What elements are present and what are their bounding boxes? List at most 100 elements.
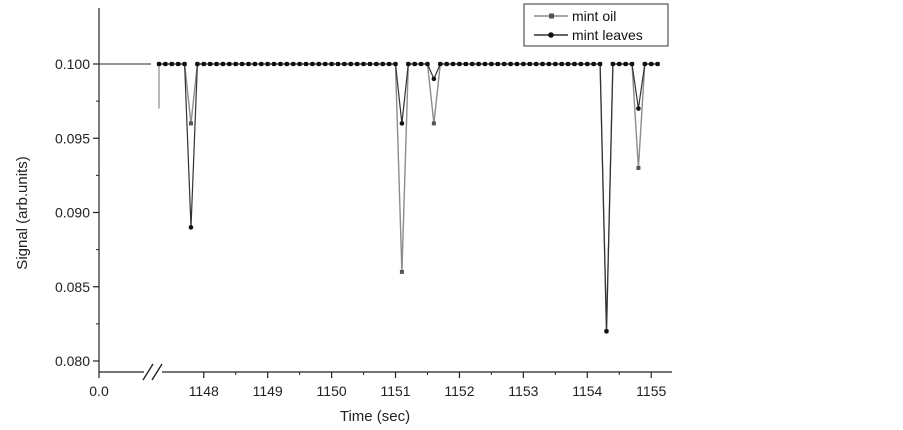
data-point-mint-leaves [610,61,616,67]
data-point-mint-leaves [495,61,501,67]
data-point-mint-leaves [214,61,219,67]
x-tick-label: 1148 [189,383,219,399]
data-point-mint-leaves [642,61,648,67]
data-point-mint-leaves [591,61,596,67]
data-point-mint-leaves [559,61,565,67]
data-point-mint-leaves [265,61,270,67]
data-point-mint-leaves [425,61,430,67]
data-point-mint-leaves [207,61,213,67]
data-point-mint-leaves [604,329,609,334]
data-point-mint-leaves [342,61,347,67]
data-point-mint-leaves [201,61,207,67]
data-point-mint-oil [188,121,193,126]
y-tick-label: 0.100 [55,56,90,72]
data-point-mint-leaves [629,61,635,67]
data-point-mint-leaves [284,61,290,67]
data-point-mint-leaves [501,61,507,67]
data-point-mint-leaves [227,61,232,67]
data-point-mint-leaves [540,61,545,67]
data-point-mint-oil [431,121,436,126]
data-point-mint-leaves [246,61,251,67]
series-line-mint-oil [159,63,658,332]
y-tick-label: 0.090 [55,205,90,221]
data-point-mint-leaves [303,61,309,67]
legend-marker-square [549,13,554,19]
data-point-mint-leaves [188,225,194,230]
data-point-mint-leaves [195,61,200,67]
data-point-mint-leaves [431,76,437,82]
data-point-mint-leaves [380,61,386,67]
x-tick-label: 1151 [380,383,410,399]
data-point-mint-leaves [437,61,443,67]
x-tick-label: 1153 [508,383,538,399]
y-tick-label: 0.095 [55,130,90,146]
data-point-mint-leaves [450,61,456,67]
data-point-mint-leaves [297,61,302,67]
data-point-mint-leaves [648,61,654,67]
data-point-mint-leaves [316,61,322,67]
data-point-mint-leaves [278,61,283,67]
data-point-mint-leaves [252,61,258,67]
data-point-mint-leaves [367,61,373,67]
data-point-mint-leaves [444,61,449,67]
data-point-mint-leaves [572,61,577,67]
x-axis-title: Time (sec) [340,408,410,425]
y-tick-label: 0.080 [55,353,90,369]
data-point-mint-leaves [233,61,239,67]
data-point-mint-leaves [175,61,181,67]
data-point-mint-leaves [457,61,462,67]
data-point-mint-oil [636,165,641,170]
legend-box [523,3,669,47]
data-point-mint-leaves [399,121,405,126]
data-point-mint-leaves [636,106,641,111]
legend-label: mint oil [572,8,616,24]
data-point-mint-leaves [406,61,411,67]
x-tick-label: 0.0 [89,383,109,399]
axis-break-mark [142,363,154,381]
data-point-mint-leaves [412,61,417,67]
data-point-mint-leaves [329,61,334,67]
data-point-mint-leaves [271,61,277,67]
y-tick-label: 0.085 [55,279,90,295]
data-point-mint-leaves [553,61,558,67]
data-point-mint-leaves [156,61,162,67]
data-point-mint-leaves [335,61,341,67]
data-point-mint-oil [399,269,404,274]
data-point-mint-leaves [489,61,494,67]
x-tick-label: 1149 [253,383,283,399]
data-point-mint-leaves [508,61,513,67]
legend-label: mint leaves [572,27,643,43]
data-point-mint-leaves [182,61,187,67]
data-point-mint-leaves [597,61,603,67]
data-point-mint-leaves [239,61,245,67]
data-point-mint-leaves [521,61,526,67]
data-point-mint-leaves [616,61,622,67]
data-point-mint-leaves [418,61,424,67]
y-axis-title: Signal (arb.units) [14,156,31,269]
x-tick-label: 1152 [444,383,474,399]
data-point-mint-leaves [584,61,590,67]
legend-marker-circle [548,32,554,38]
data-point-mint-leaves [469,61,475,67]
x-tick-label: 1150 [317,383,347,399]
data-point-mint-leaves [310,61,315,67]
data-point-mint-leaves [258,61,264,67]
data-point-mint-leaves [374,61,379,67]
data-point-mint-leaves [476,61,481,67]
data-point-mint-leaves [290,61,296,67]
data-point-mint-leaves [463,61,469,67]
data-point-mint-leaves [578,61,584,67]
data-point-mint-leaves [623,61,628,67]
data-point-mint-leaves [169,61,175,67]
data-point-mint-leaves [527,61,533,67]
data-point-mint-leaves [533,61,539,67]
data-point-mint-leaves [482,61,488,67]
data-point-mint-leaves [565,61,571,67]
data-point-mint-leaves [655,61,660,67]
data-point-mint-leaves [361,61,366,67]
data-point-mint-leaves [163,61,168,67]
x-tick-label: 1155 [636,383,666,399]
data-point-mint-leaves [348,61,354,67]
series-line-mint-leaves [159,63,658,332]
